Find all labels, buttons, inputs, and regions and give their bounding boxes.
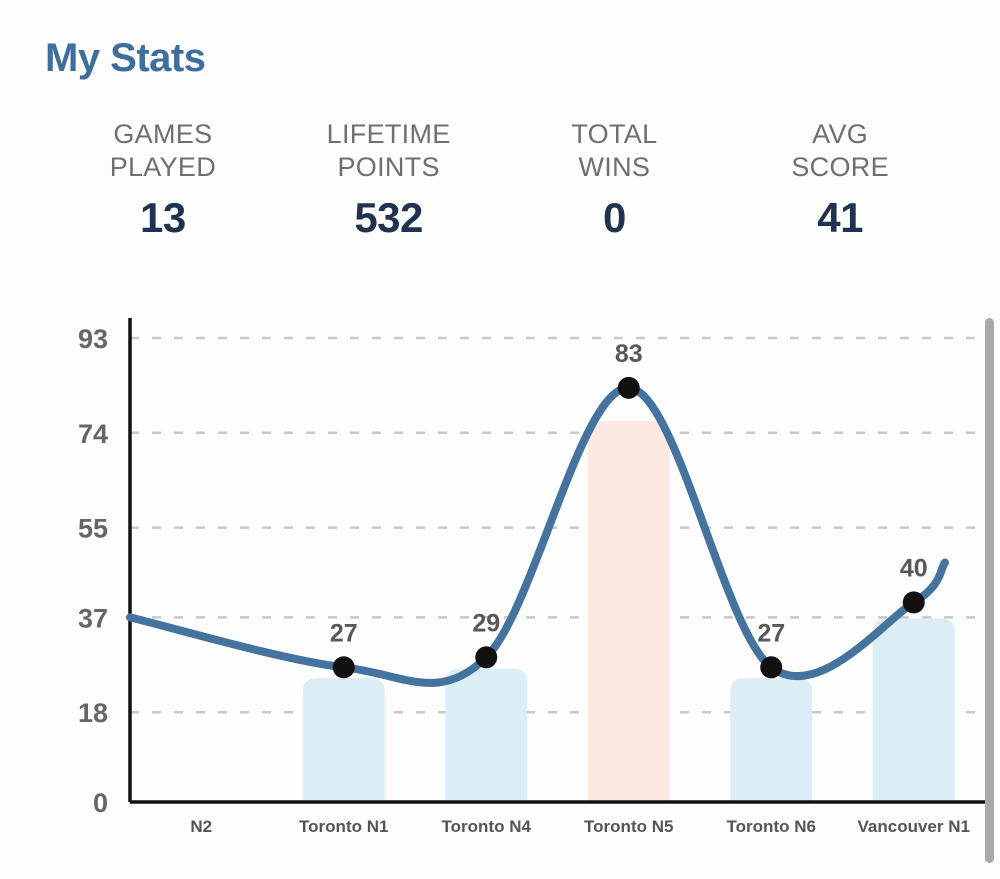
- stat-card-avg-score: AVG SCORE 41: [727, 118, 953, 242]
- data-point-marker[interactable]: [475, 646, 498, 669]
- chart-x-axis-labels: N2 Toronto N1 Toronto N4 Toronto N5 Toronto …: [190, 817, 970, 836]
- chart-bar[interactable]: [872, 618, 955, 802]
- stat-label-line1: GAMES: [113, 119, 213, 149]
- chart-bar[interactable]: [302, 678, 385, 802]
- stat-value-total-wins: 0: [602, 194, 626, 241]
- x-axis-tick-label: Toronto N1: [299, 817, 388, 836]
- chart-axes: [128, 318, 985, 804]
- stat-label-line1: TOTAL: [571, 119, 658, 149]
- chart-point-labels: 27 29 83 27 40: [330, 340, 928, 647]
- chart-bar[interactable]: [730, 678, 813, 802]
- stat-card-total-wins: TOTAL WINS 0: [502, 118, 728, 242]
- y-axis-tick-label: 0: [93, 788, 108, 818]
- stat-card-games-played: GAMES PLAYED 13: [50, 118, 276, 242]
- chart-line-series: [126, 383, 949, 687]
- chart-y-axis-labels: 0 18 37 55 74 93: [78, 324, 108, 818]
- chart-bar[interactable]: [587, 421, 670, 802]
- chart-bars: [302, 421, 955, 802]
- stat-card-lifetime-points: LIFETIME POINTS 532: [276, 118, 502, 242]
- stat-value-games-played: 13: [140, 194, 186, 241]
- stat-label-line2: SCORE: [791, 152, 889, 182]
- data-point-label: 27: [757, 619, 785, 647]
- chart-gridlines: [130, 336, 985, 714]
- stat-value-avg-score: 41: [817, 194, 863, 241]
- chart-canvas: 0 18 37 55 74 93 N2 Toronto N1 Toronto N4 Toront…: [78, 318, 985, 836]
- y-axis-tick-label: 37: [78, 603, 108, 633]
- data-point-label: 83: [615, 340, 643, 368]
- stat-label-line1: LIFETIME: [326, 119, 451, 149]
- vertical-scrollbar-thumb[interactable]: [985, 318, 994, 863]
- stat-label-line2: WINS: [578, 152, 651, 182]
- chart-bar[interactable]: [445, 668, 528, 802]
- stat-label-line2: PLAYED: [109, 152, 217, 182]
- data-point-marker[interactable]: [760, 656, 783, 679]
- y-axis-tick-label: 55: [78, 514, 108, 544]
- stat-label-line2: POINTS: [337, 152, 440, 182]
- x-axis-tick-label: N2: [190, 817, 212, 836]
- data-point-marker[interactable]: [617, 376, 640, 399]
- data-point-marker[interactable]: [902, 591, 925, 614]
- score-history-chart: 0 18 37 55 74 93 N2 Toronto N1 Toronto N4 Toront…: [0, 300, 1000, 860]
- page-title: My Stats: [45, 36, 206, 80]
- y-axis-tick-label: 74: [78, 419, 108, 449]
- data-point-label: 40: [900, 554, 928, 582]
- chart-markers: [332, 376, 925, 679]
- y-axis-tick-label: 18: [78, 698, 108, 728]
- stat-value-lifetime-points: 532: [354, 194, 423, 241]
- x-axis-tick-label: Vancouver N1: [858, 817, 970, 836]
- x-axis-tick-label: Toronto N6: [727, 817, 816, 836]
- stats-summary-row: GAMES PLAYED 13 LIFETIME POINTS 532 TOTA…: [50, 118, 953, 242]
- data-point-label: 29: [472, 609, 500, 637]
- x-axis-tick-label: Toronto N5: [584, 817, 673, 836]
- stat-label-line1: AVG: [812, 119, 869, 149]
- data-point-marker[interactable]: [332, 656, 355, 679]
- y-axis-tick-label: 93: [78, 324, 108, 354]
- data-point-label: 27: [330, 619, 358, 647]
- x-axis-tick-label: Toronto N4: [442, 817, 532, 836]
- score-trend-line: [126, 383, 949, 687]
